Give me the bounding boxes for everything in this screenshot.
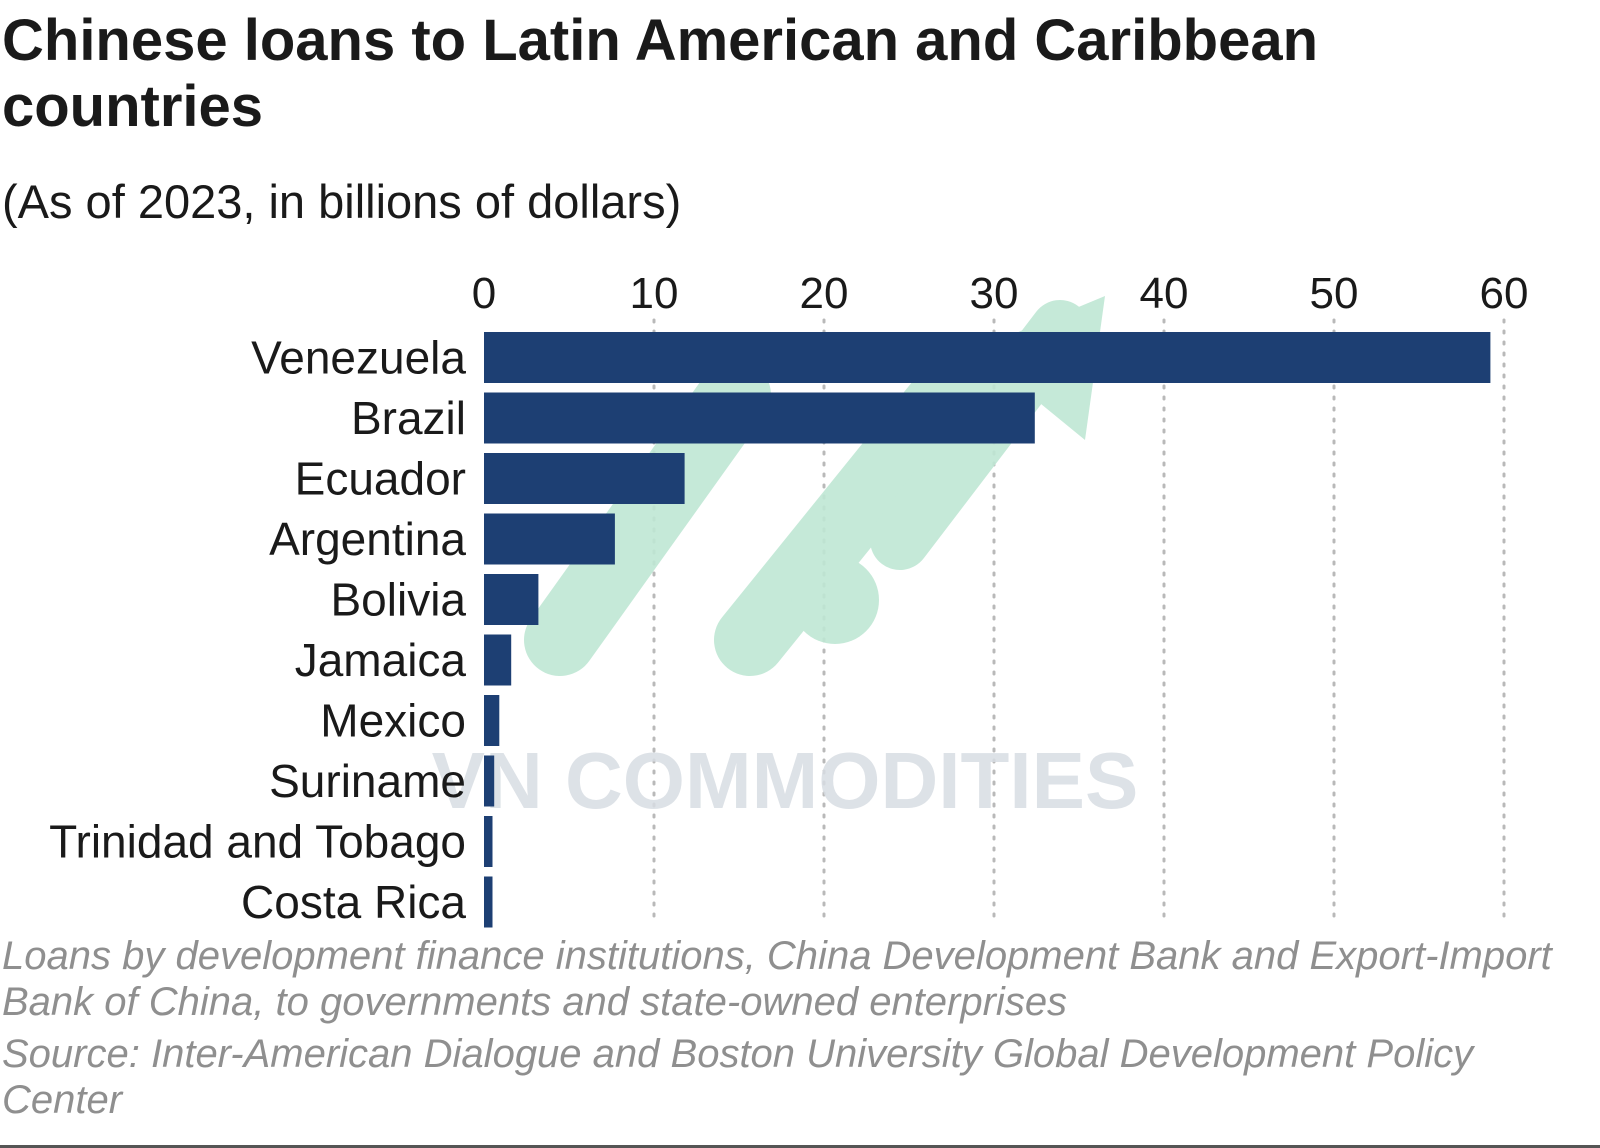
- x-tick-label: 0: [472, 269, 496, 318]
- chart-title: Chinese loans to Latin American and Cari…: [2, 8, 1319, 139]
- bar: [484, 574, 539, 625]
- bar: [484, 755, 495, 807]
- x-tick-label: 50: [1310, 269, 1359, 318]
- bar: [484, 634, 512, 686]
- x-tick-label: 30: [970, 269, 1019, 318]
- bar: [484, 695, 500, 746]
- x-axis-ticks: 0 10 20 30 40 50 60: [472, 269, 1529, 318]
- bar: [484, 876, 493, 928]
- chart-note: Loans by development finance institution…: [2, 934, 1552, 1024]
- bar: [484, 513, 615, 565]
- category-label: Venezuela: [251, 332, 466, 384]
- bar: [484, 332, 1491, 383]
- category-label: Brazil: [351, 392, 466, 444]
- bar: [484, 392, 1035, 444]
- category-label: Argentina: [269, 513, 466, 565]
- category-labels: Venezuela Brazil Ecuador Argentina Bolivia Ja…: [49, 332, 466, 929]
- category-label: Mexico: [320, 695, 466, 747]
- category-label: Costa Rica: [241, 876, 466, 928]
- bar: [484, 453, 685, 504]
- x-tick-label: 40: [1140, 269, 1189, 318]
- category-label: Jamaica: [295, 634, 467, 686]
- category-label: Ecuador: [295, 453, 466, 505]
- bottom-divider: [0, 1145, 1600, 1148]
- category-label: Bolivia: [330, 574, 466, 626]
- x-tick-label: 60: [1480, 269, 1529, 318]
- chart-subtitle: (As of 2023, in billions of dollars): [2, 175, 682, 228]
- category-label: Suriname: [269, 755, 466, 807]
- x-tick-label: 20: [800, 269, 849, 318]
- bars: [484, 332, 1491, 928]
- x-tick-label: 10: [630, 269, 679, 318]
- watermark-text: VN COMMODITIES: [432, 736, 1139, 825]
- category-label: Trinidad and Tobago: [49, 816, 466, 868]
- bar: [484, 816, 493, 867]
- chart-source: Source: Inter-American Dialogue and Bost…: [2, 1032, 1474, 1122]
